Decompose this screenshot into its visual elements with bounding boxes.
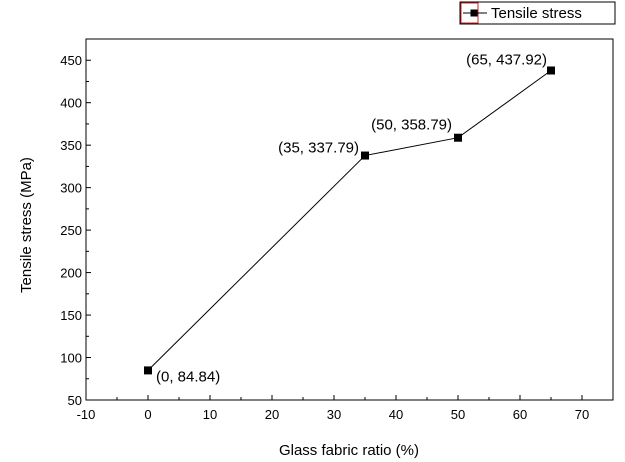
y-tick-label: 100 xyxy=(60,351,82,366)
y-tick-label: 200 xyxy=(60,266,82,281)
y-tick-label: 350 xyxy=(60,138,82,153)
data-point-marker xyxy=(547,66,555,75)
legend-series-label: Tensile stress xyxy=(491,5,582,22)
y-tick-label: 150 xyxy=(60,308,82,323)
plot-frame xyxy=(85,38,614,401)
data-point-label: (50, 358.79) xyxy=(371,117,452,134)
x-tick-label: 10 xyxy=(203,407,217,422)
x-tick-label: 20 xyxy=(265,407,279,422)
y-tick-label: 250 xyxy=(60,223,82,238)
y-tick-label: 300 xyxy=(60,181,82,196)
y-tick-label: 400 xyxy=(60,96,82,111)
data-marks: (0, 84.84) (35, 337.79) (50, 358.79) (65, 4… xyxy=(144,51,555,385)
data-point-marker xyxy=(144,366,152,375)
x-tick-label: 40 xyxy=(389,407,403,422)
legend-marker-sample xyxy=(470,9,478,17)
data-point-label: (65, 437.92) xyxy=(466,51,547,68)
x-tick-label: 60 xyxy=(513,407,527,422)
x-tick-label: 70 xyxy=(575,407,589,422)
data-point-marker xyxy=(361,151,369,160)
data-point-label: (35, 337.79) xyxy=(278,140,359,157)
x-tick-label: 30 xyxy=(327,407,341,422)
data-point-label: (0, 84.84) xyxy=(156,368,220,385)
x-axis-title: Glass fabric ratio (%) xyxy=(279,442,419,459)
series-line xyxy=(147,70,552,371)
x-tick-label: 50 xyxy=(451,407,465,422)
legend: Tensile stress xyxy=(459,1,616,25)
x-tick-label: 0 xyxy=(144,407,151,422)
y-tick-label: 50 xyxy=(68,393,82,408)
y-tick-label: 450 xyxy=(60,53,82,68)
x-tick-label: -10 xyxy=(77,407,96,422)
legend-box xyxy=(459,1,616,25)
axes: -10 0 10 20 30 40 50 60 70 50 100 150 200 250 300 350 40… xyxy=(60,38,614,422)
data-point-marker xyxy=(454,133,462,142)
y-axis-title: Tensile stress (MPa) xyxy=(18,157,35,293)
